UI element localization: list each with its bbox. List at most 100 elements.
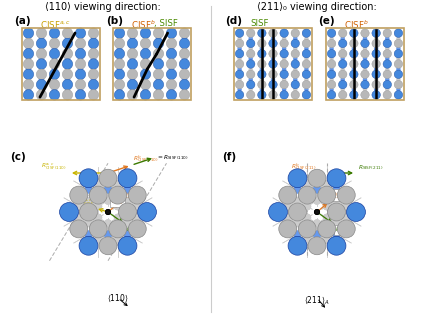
Circle shape — [341, 87, 345, 92]
Circle shape — [327, 203, 346, 221]
Circle shape — [280, 91, 288, 99]
Circle shape — [133, 203, 141, 210]
Circle shape — [304, 36, 308, 41]
Circle shape — [143, 87, 149, 92]
Circle shape — [166, 59, 177, 69]
Circle shape — [237, 77, 242, 82]
Circle shape — [280, 39, 288, 48]
Circle shape — [124, 186, 131, 193]
Circle shape — [269, 91, 277, 99]
Circle shape — [349, 80, 358, 89]
Circle shape — [333, 197, 341, 205]
Circle shape — [99, 169, 117, 187]
Circle shape — [342, 203, 350, 210]
Circle shape — [396, 77, 400, 82]
Circle shape — [39, 66, 44, 72]
Circle shape — [89, 186, 107, 204]
Circle shape — [62, 49, 73, 59]
Circle shape — [304, 46, 308, 51]
Circle shape — [130, 66, 135, 72]
Circle shape — [116, 76, 122, 82]
Circle shape — [140, 90, 151, 100]
Circle shape — [49, 38, 60, 49]
Circle shape — [95, 180, 102, 188]
Circle shape — [179, 28, 190, 38]
Circle shape — [383, 29, 392, 37]
Circle shape — [169, 36, 174, 41]
Circle shape — [114, 180, 122, 188]
Circle shape — [385, 36, 390, 41]
Circle shape — [127, 49, 138, 59]
Circle shape — [329, 36, 334, 41]
Circle shape — [156, 76, 161, 82]
Circle shape — [114, 49, 124, 59]
Circle shape — [104, 219, 112, 227]
Circle shape — [91, 76, 96, 82]
Circle shape — [114, 28, 124, 38]
Circle shape — [181, 87, 187, 92]
Circle shape — [282, 46, 287, 51]
Text: $R^b_{\rm CISF}$: $R^b_{\rm CISF}$ — [330, 190, 344, 201]
Circle shape — [363, 77, 367, 82]
Circle shape — [75, 203, 83, 210]
Circle shape — [130, 56, 135, 62]
Circle shape — [235, 60, 244, 68]
Circle shape — [249, 57, 253, 61]
Circle shape — [23, 49, 34, 59]
Circle shape — [118, 236, 137, 255]
Circle shape — [329, 67, 334, 71]
Circle shape — [289, 203, 306, 221]
Circle shape — [333, 186, 341, 193]
Circle shape — [282, 36, 287, 41]
Circle shape — [114, 203, 122, 210]
Circle shape — [153, 28, 164, 38]
Circle shape — [385, 87, 390, 92]
Circle shape — [338, 70, 347, 78]
Circle shape — [383, 70, 392, 78]
Circle shape — [298, 186, 316, 204]
Circle shape — [394, 70, 403, 78]
Circle shape — [349, 91, 358, 99]
Circle shape — [260, 87, 264, 92]
Circle shape — [235, 70, 244, 78]
Circle shape — [104, 231, 112, 238]
Circle shape — [249, 36, 253, 41]
Circle shape — [284, 203, 292, 210]
Circle shape — [95, 180, 102, 188]
Circle shape — [246, 70, 255, 78]
Circle shape — [60, 203, 78, 221]
Circle shape — [257, 29, 266, 37]
Circle shape — [88, 38, 99, 49]
Circle shape — [352, 36, 356, 41]
Circle shape — [323, 236, 331, 244]
Circle shape — [181, 56, 187, 62]
Text: $R_{\rm SISF}$: $R_{\rm SISF}$ — [335, 225, 349, 234]
Circle shape — [363, 67, 367, 71]
Circle shape — [235, 80, 244, 89]
Circle shape — [169, 46, 174, 52]
Circle shape — [79, 169, 98, 188]
Circle shape — [293, 77, 298, 82]
Circle shape — [95, 214, 102, 221]
Circle shape — [143, 46, 149, 52]
Circle shape — [26, 56, 31, 62]
Bar — [326, 28, 404, 100]
Circle shape — [84, 231, 92, 238]
Circle shape — [294, 231, 301, 238]
Circle shape — [156, 56, 161, 62]
Circle shape — [341, 36, 345, 41]
Circle shape — [84, 197, 92, 205]
Circle shape — [78, 66, 84, 72]
Circle shape — [385, 57, 390, 61]
Circle shape — [323, 180, 331, 188]
Circle shape — [75, 214, 83, 221]
Circle shape — [114, 214, 122, 221]
Circle shape — [51, 46, 57, 52]
Circle shape — [26, 66, 31, 72]
Circle shape — [78, 87, 84, 92]
Circle shape — [89, 220, 107, 238]
Circle shape — [302, 60, 311, 68]
Circle shape — [65, 66, 70, 72]
Circle shape — [268, 203, 287, 221]
Circle shape — [294, 219, 301, 227]
